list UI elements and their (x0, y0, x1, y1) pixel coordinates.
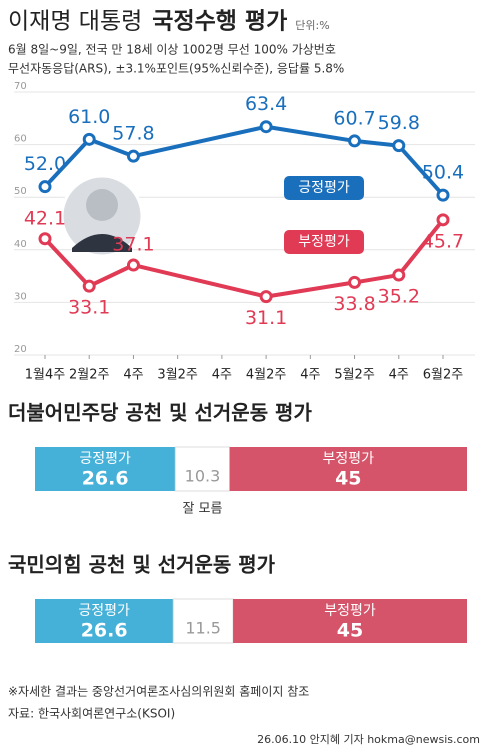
segment-label: 긍정평가 (78, 603, 130, 619)
line-segment (87, 137, 136, 159)
data-label: 33.1 (68, 297, 110, 319)
segment-label: 잘 모름 (182, 502, 222, 517)
line-segment (131, 124, 269, 159)
data-point (259, 120, 273, 134)
line-segment (396, 217, 445, 278)
x-tick-label: 4월2주 (246, 368, 287, 383)
data-point (348, 275, 362, 289)
segment-label: 부정평가 (323, 451, 375, 467)
x-tick-label: 4주 (212, 368, 232, 383)
data-label: 31.1 (245, 307, 287, 329)
data-point (392, 139, 406, 153)
segment-label: 긍정평가 (79, 451, 131, 467)
data-point (126, 149, 140, 163)
y-tick-label: 40 (14, 239, 27, 250)
data-label: 57.8 (112, 123, 154, 145)
y-tick-label: 60 (14, 134, 27, 145)
line-segment (352, 138, 401, 148)
data-point (392, 268, 406, 282)
x-tick-label: 6월2주 (423, 368, 464, 383)
chart-title: 더불어민주당 공천 및 선거운동 평가 (8, 401, 312, 425)
y-tick-label: 50 (14, 186, 27, 197)
legend-label: 부정평가 (298, 234, 350, 250)
data-label: 59.8 (378, 112, 420, 134)
y-tick-label: 70 (14, 81, 27, 92)
line-segment (131, 263, 269, 299)
line-segment (264, 280, 357, 299)
value-label: 45 (335, 468, 361, 490)
data-point (38, 232, 52, 246)
value-label: 26.6 (82, 468, 129, 490)
y-tick-label: 30 (14, 291, 27, 302)
data-point (259, 290, 273, 304)
line-segment (396, 143, 445, 198)
legend-box (284, 176, 364, 200)
data-point (82, 279, 96, 293)
x-tick-label: 3월2주 (157, 368, 198, 383)
data-label: 33.8 (333, 293, 375, 315)
x-tick-label: 4주 (300, 368, 320, 383)
value-label: 26.6 (81, 620, 128, 642)
line-segment (264, 124, 357, 143)
bar-segment (35, 447, 176, 491)
credit: 26.06.10 안지혜 기자 hokma@newsis.com (257, 733, 480, 746)
value-label: 45 (337, 620, 363, 642)
data-point (38, 180, 52, 194)
bar-segment (35, 599, 174, 643)
bar-segment (172, 598, 234, 644)
x-tick-label: 4주 (389, 368, 409, 383)
subtitle: 무선자동응답(ARS), ±3.1%포인트(95%신뢰수준), 응답률 5.8% (8, 62, 344, 76)
data-label: 52.0 (24, 153, 66, 175)
data-label: 61.0 (68, 106, 110, 128)
line-segment (43, 236, 92, 289)
data-label: 42.1 (24, 207, 66, 229)
x-tick-label: 2월2주 (69, 368, 110, 383)
bar-segment (229, 447, 467, 491)
unit: 단위:% (295, 19, 329, 32)
data-point (436, 213, 450, 227)
data-label: 37.1 (112, 234, 154, 256)
data-label: 63.4 (245, 93, 287, 115)
portrait-head (86, 189, 118, 221)
data-point (436, 188, 450, 202)
data-label: 35.2 (378, 286, 420, 308)
data-label: 60.7 (333, 107, 375, 129)
subtitle: 6월 8일~9일, 전국 만 18세 이상 1002명 무선 100% 가상번호 (8, 43, 336, 57)
y-tick-label: 20 (14, 344, 27, 355)
line-segment (43, 137, 92, 189)
title-prefix: 이재명 대통령 (8, 9, 142, 35)
value-label: 10.3 (185, 467, 221, 486)
portrait-body (72, 234, 132, 252)
footnote: ※자세한 결과는 중앙선거여론조사심의위원회 홈페이지 참조 (8, 685, 309, 699)
chart-title: 국민의힘 공천 및 선거운동 평가 (8, 553, 276, 577)
legend-box (284, 230, 364, 254)
data-point (82, 132, 96, 146)
data-point (348, 134, 362, 148)
bar-segment (174, 446, 231, 492)
x-tick-label: 1월4주 (25, 368, 66, 383)
bar-segment (233, 599, 467, 643)
legend-label: 긍정평가 (298, 180, 350, 196)
source: 자료: 한국사회여론연구소(KSOI) (8, 707, 175, 721)
line-segment (352, 273, 401, 285)
segment-label: 부정평가 (324, 603, 376, 619)
x-tick-label: 5월2주 (334, 368, 375, 383)
data-label: 50.4 (422, 162, 464, 184)
x-tick-label: 4주 (123, 368, 143, 383)
data-point (126, 258, 140, 272)
line-segment (87, 263, 136, 289)
data-label: 45.7 (422, 230, 464, 252)
value-label: 11.5 (185, 619, 221, 638)
chart-title: 국정수행 평가 (152, 9, 287, 35)
